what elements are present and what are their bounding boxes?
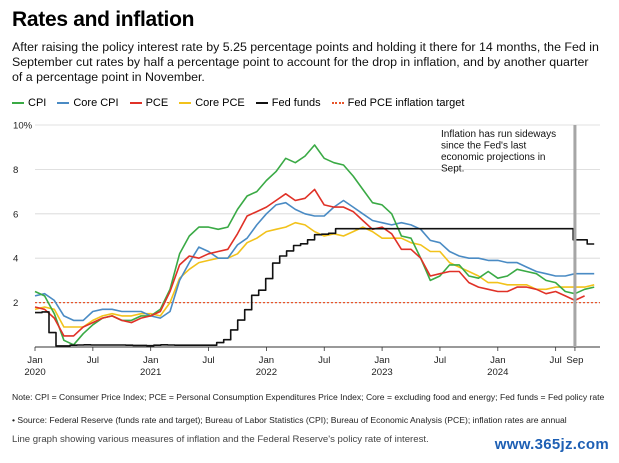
x-tick-label-2023-01-year: 2023	[371, 367, 392, 378]
series-line-pce	[34, 188, 585, 337]
x-tick-label-2021-01: Jan	[143, 355, 158, 366]
chart-subtitle: After raising the policy interest rate b…	[12, 40, 599, 84]
legend-item-core-pce: Core PCE	[179, 97, 245, 109]
legend-label-target: Fed PCE inflation target	[347, 97, 465, 109]
x-tick-label-2024-09: Sep	[566, 355, 583, 366]
legend-label-cpi: CPI	[28, 97, 47, 109]
legend-item-fed-funds: Fed funds	[255, 97, 321, 109]
y-tick-label-2: 2	[13, 298, 18, 309]
legend-label-core-pce: Core PCE	[195, 97, 245, 109]
legend-swatch-cpi	[12, 102, 24, 104]
series-line-cpi	[34, 144, 595, 346]
annotation-line-1: since the Fed's last	[441, 141, 527, 152]
legend-label-core-cpi: Core CPI	[73, 97, 119, 109]
legend-swatch-pce	[129, 102, 142, 104]
x-tick-label-2023-01: Jan	[374, 355, 389, 366]
y-tick-label-10: 10%	[13, 121, 33, 132]
legend-swatch-core-pce	[179, 102, 192, 104]
legend-label-fed-funds: Fed funds	[271, 97, 321, 109]
legend-item-cpi: CPI	[12, 97, 46, 109]
legend-swatch-target	[331, 102, 344, 104]
annotation-group: Inflation has run sideways since the Fed'…	[441, 125, 577, 347]
y-tick-label-8: 8	[13, 165, 18, 176]
x-tick-label-2020-01-year: 2020	[24, 367, 45, 378]
legend-swatch-core-cpi	[57, 102, 70, 104]
legend-item-core-cpi: Core CPI	[57, 97, 119, 109]
annotation-line-2: economic projections in	[441, 152, 546, 163]
chart-caption: Line graph showing various measures of i…	[12, 434, 429, 445]
x-tick-label-2020-07: Jul	[87, 355, 99, 366]
annotation-line-0: Inflation has run sideways	[441, 129, 556, 140]
series-line-core-cpi	[34, 199, 595, 322]
x-tick-label-2022-07: Jul	[318, 355, 330, 366]
x-tick-label-2024-01: Jan	[490, 355, 505, 366]
x-tick-label-2021-01-year: 2021	[140, 367, 161, 378]
legend-item-pce: PCE	[129, 97, 169, 109]
chart-note: Note: CPI = Consumer Price Index; PCE = …	[12, 392, 605, 402]
x-tick-label-2022-01-year: 2022	[256, 367, 277, 378]
chart-title: Rates and inflation	[12, 8, 195, 31]
series-lines	[34, 144, 600, 347]
x-tick-label-2020-01: Jan	[27, 355, 42, 366]
watermark: www.365jz.com	[494, 436, 609, 453]
series-line-fed-funds	[35, 227, 595, 347]
legend-label-pce: PCE	[145, 97, 169, 109]
legend-swatch-fed-funds	[255, 102, 268, 104]
gridlines	[35, 124, 600, 304]
x-tick-label-2024-01-year: 2024	[487, 367, 509, 378]
series-line-core-pce	[34, 221, 595, 328]
x-tick-label-2024-07: Jul	[550, 355, 562, 366]
x-tick-label-2022-01: Jan	[259, 355, 274, 366]
y-tick-label-4: 4	[13, 254, 19, 265]
x-tick-label-2021-07: Jul	[202, 355, 214, 366]
y-tick-label-6: 6	[13, 209, 18, 220]
annotation-line-3: Sept.	[441, 164, 464, 175]
legend-item-target: Fed PCE inflation target	[331, 97, 465, 109]
chart-source: • Source: Federal Reserve (funds rate an…	[12, 415, 567, 425]
x-tick-label-2023-07: Jul	[434, 355, 446, 366]
chart-legend: CPI Core CPI PCE Core PCE Fed funds Fed …	[12, 97, 475, 109]
annotation-text: Inflation has run sideways since the Fed'…	[441, 129, 556, 175]
